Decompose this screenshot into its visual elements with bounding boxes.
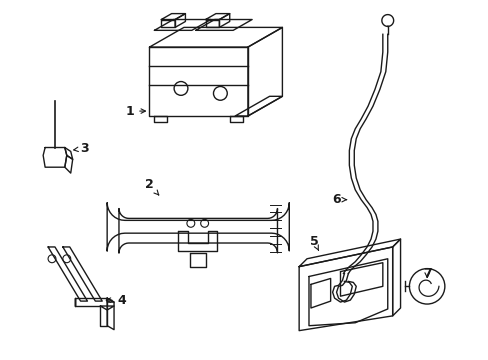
Text: 3: 3	[74, 142, 89, 155]
Text: 2: 2	[145, 179, 159, 195]
Text: 6: 6	[331, 193, 346, 206]
Text: 5: 5	[309, 235, 318, 251]
Text: 1: 1	[125, 105, 145, 118]
Text: 7: 7	[422, 267, 430, 280]
Text: 4: 4	[106, 294, 126, 307]
